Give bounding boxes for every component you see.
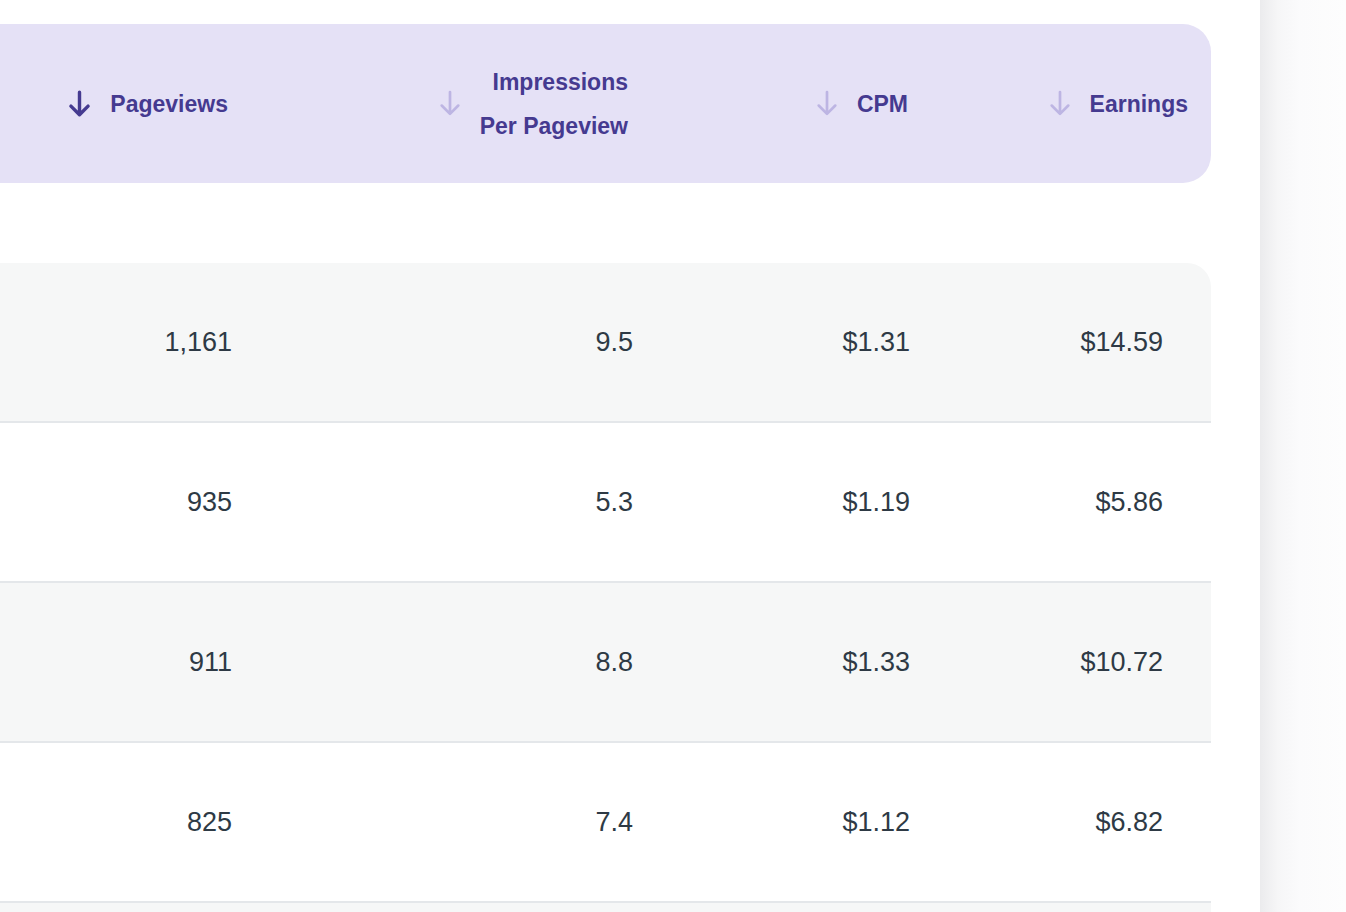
column-header-label: Impressions Per Pageview [480, 60, 628, 148]
column-header-label: Earnings [1090, 90, 1188, 118]
table-row: 1,161 9.5 $1.31 $14.59 [0, 263, 1211, 423]
cell-pageviews: 935 [0, 487, 280, 518]
cell-impressions-per-pageview: 7.4 [280, 807, 700, 838]
table-body: 1,161 9.5 $1.31 $14.59 935 5.3 $1.19 $5.… [0, 263, 1211, 912]
analytics-table-view: Pageviews Impressions Per Pageview CPM [0, 0, 1346, 912]
column-header-label-line-1: Impressions [480, 60, 628, 104]
table-header-row: Pageviews Impressions Per Pageview CPM [0, 24, 1211, 183]
table-row: 825 7.4 $1.12 $6.82 [0, 743, 1211, 903]
column-header-label: CPM [857, 90, 908, 118]
column-header-pageviews[interactable]: Pageviews [0, 24, 280, 183]
column-header-impressions-per-pageview[interactable]: Impressions Per Pageview [280, 24, 700, 183]
sort-desc-arrow-icon [66, 89, 93, 119]
table-row: 935 5.3 $1.19 $5.86 [0, 423, 1211, 583]
cell-cpm: $1.19 [700, 487, 980, 518]
cell-pageviews: 1,161 [0, 327, 280, 358]
cell-earnings: $10.72 [980, 647, 1211, 678]
table-row-partial [0, 903, 1211, 912]
cell-cpm: $1.33 [700, 647, 980, 678]
cell-earnings: $14.59 [980, 327, 1211, 358]
sort-desc-arrow-icon [437, 89, 463, 118]
column-header-label: Pageviews [110, 90, 228, 118]
cell-impressions-per-pageview: 9.5 [280, 327, 700, 358]
cell-impressions-per-pageview: 8.8 [280, 647, 700, 678]
column-header-label-line-2: Per Pageview [480, 104, 628, 148]
cell-cpm: $1.12 [700, 807, 980, 838]
table-row: 911 8.8 $1.33 $10.72 [0, 583, 1211, 743]
cell-earnings: $6.82 [980, 807, 1211, 838]
cell-impressions-per-pageview: 5.3 [280, 487, 700, 518]
sort-desc-arrow-icon [1047, 89, 1073, 118]
column-header-earnings[interactable]: Earnings [980, 24, 1211, 183]
cell-cpm: $1.31 [700, 327, 980, 358]
cell-pageviews: 825 [0, 807, 280, 838]
cell-earnings: $5.86 [980, 487, 1211, 518]
column-header-cpm[interactable]: CPM [700, 24, 980, 183]
page-side-background [1260, 0, 1346, 912]
sort-desc-arrow-icon [814, 89, 840, 118]
cell-pageviews: 911 [0, 647, 280, 678]
